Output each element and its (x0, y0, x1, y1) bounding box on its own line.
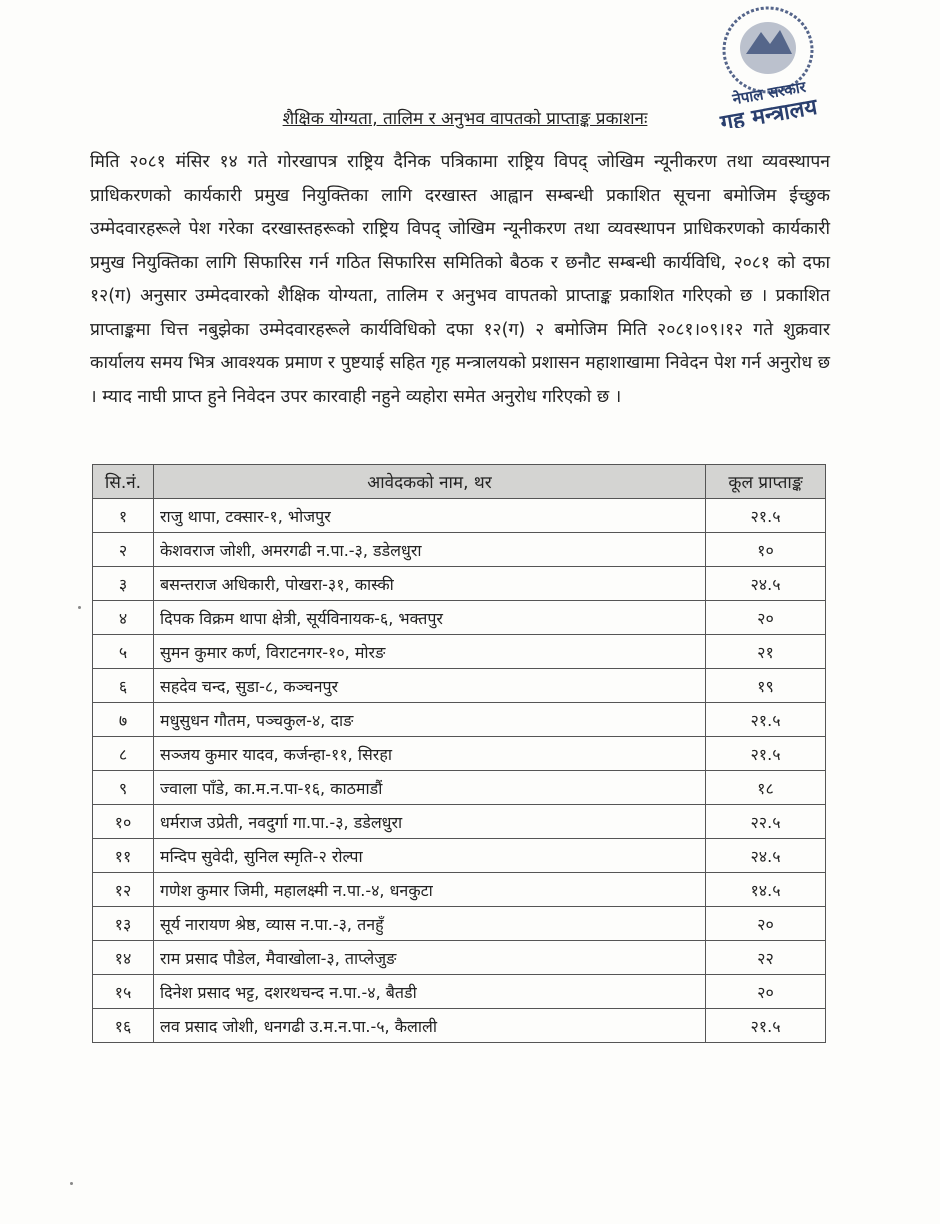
score-cell: २१ (705, 634, 826, 669)
table-row: ७ मधुसुधन गौतम, पञ्चकुल-४, दाङ २१.५ (92, 702, 826, 737)
score-cell: २४.५ (705, 838, 826, 873)
name-cell: सहदेव चन्द, सुडा-८, कञ्चनपुर (153, 668, 706, 703)
name-cell: लव प्रसाद जोशी, धनगढी उ.म.न.पा.-५, कैलाल… (153, 1008, 706, 1043)
table-row: ९ ज्वाला पाँडे, का.म.न.पा-१६, काठमाडौं १८ (92, 770, 826, 805)
name-cell: बसन्तराज अधिकारी, पोखरा-३१, कास्की (153, 566, 706, 601)
serial-cell: १५ (92, 974, 154, 1009)
score-cell: २० (705, 906, 826, 941)
serial-cell: १४ (92, 940, 154, 975)
score-cell: १० (705, 532, 826, 567)
score-cell: २१.५ (705, 736, 826, 771)
score-cell: २२.५ (705, 804, 826, 839)
table-row: ५ सुमन कुमार कर्ण, विराटनगर-१०, मोरङ २१ (92, 634, 826, 669)
scan-speck (78, 606, 81, 609)
serial-cell: ७ (92, 702, 154, 737)
name-cell: सुमन कुमार कर्ण, विराटनगर-१०, मोरङ (153, 634, 706, 669)
scan-speck (70, 1182, 73, 1185)
name-cell: दिनेश प्रसाद भट्ट, दशरथचन्द न.पा.-४, बैत… (153, 974, 706, 1009)
table-row: १५ दिनेश प्रसाद भट्ट, दशरथचन्द न.पा.-४, ब… (92, 974, 826, 1009)
serial-cell: १२ (92, 872, 154, 907)
table-row: ११ मन्दिप सुवेदी, सुनिल स्मृति-२ रोल्पा २४… (92, 838, 826, 873)
table-header-row: सि.नं. आवेदकको नाम, थर कूल प्राप्ताङ्क (92, 464, 826, 499)
serial-cell: १३ (92, 906, 154, 941)
score-cell: १९ (705, 668, 826, 703)
score-cell: २० (705, 600, 826, 635)
table-row: १४ राम प्रसाद पौडेल, मैवाखोला-३, ताप्लेजु… (92, 940, 826, 975)
name-cell: गणेश कुमार जिमी, महालक्ष्मी न.पा.-४, धनक… (153, 872, 706, 907)
serial-cell: ५ (92, 634, 154, 669)
notice-paragraph: मिति २०८१ मंसिर १४ गते गोरखापत्र राष्ट्र… (90, 152, 830, 407)
document-title: शैक्षिक योग्यता, तालिम र अनुभव वापतको प्… (180, 106, 750, 129)
table-row: १२ गणेश कुमार जिमी, महालक्ष्मी न.पा.-४, ध… (92, 872, 826, 907)
score-cell: १८ (705, 770, 826, 805)
table-row: १६ लव प्रसाद जोशी, धनगढी उ.म.न.पा.-५, कैल… (92, 1008, 826, 1043)
table-row: ३ बसन्तराज अधिकारी, पोखरा-३१, कास्की २४.५ (92, 566, 826, 601)
score-cell: २२ (705, 940, 826, 975)
header-serial: सि.नं. (92, 464, 154, 499)
score-cell: २४.५ (705, 566, 826, 601)
serial-cell: ११ (92, 838, 154, 873)
name-cell: ज्वाला पाँडे, का.म.न.पा-१६, काठमाडौं (153, 770, 706, 805)
serial-cell: २ (92, 532, 154, 567)
name-cell: केशवराज जोशी, अमरगढी न.पा.-३, डडेलधुरा (153, 532, 706, 567)
serial-cell: ८ (92, 736, 154, 771)
title-text: शैक्षिक योग्यता, तालिम र अनुभव वापतको प्… (282, 109, 648, 129)
header-score: कूल प्राप्ताङ्क (705, 464, 826, 499)
table-row: ६ सहदेव चन्द, सुडा-८, कञ्चनपुर १९ (92, 668, 826, 703)
serial-cell: ३ (92, 566, 154, 601)
serial-cell: ९ (92, 770, 154, 805)
name-cell: सूर्य नारायण श्रेष्ठ, व्यास न.पा.-३, तनह… (153, 906, 706, 941)
name-cell: धर्मराज उप्रेती, नवदुर्गा गा.पा.-३, डडेल… (153, 804, 706, 839)
serial-cell: ६ (92, 668, 154, 703)
score-cell: २१.५ (705, 1008, 826, 1043)
name-cell: दिपक विक्रम थापा क्षेत्री, सूर्यविनायक-६… (153, 600, 706, 635)
name-cell: सञ्जय कुमार यादव, कर्जन्हा-११, सिरहा (153, 736, 706, 771)
table-row: १ राजु थापा, टक्सार-१, भोजपुर २१.५ (92, 498, 826, 533)
table-row: १० धर्मराज उप्रेती, नवदुर्गा गा.पा.-३, डड… (92, 804, 826, 839)
table-row: ४ दिपक विक्रम थापा क्षेत्री, सूर्यविनायक-… (92, 600, 826, 635)
score-cell: २१.५ (705, 498, 826, 533)
header-name: आवेदकको नाम, थर (153, 464, 706, 499)
serial-cell: १६ (92, 1008, 154, 1043)
score-cell: २१.५ (705, 702, 826, 737)
serial-cell: ४ (92, 600, 154, 635)
score-cell: २० (705, 974, 826, 1009)
name-cell: मन्दिप सुवेदी, सुनिल स्मृति-२ रोल्पा (153, 838, 706, 873)
name-cell: राम प्रसाद पौडेल, मैवाखोला-३, ताप्लेजुङ (153, 940, 706, 975)
score-cell: १४.५ (705, 872, 826, 907)
table-row: २ केशवराज जोशी, अमरगढी न.पा.-३, डडेलधुरा १… (92, 532, 826, 567)
table-row: ८ सञ्जय कुमार यादव, कर्जन्हा-११, सिरहा २१.… (92, 736, 826, 771)
serial-cell: १० (92, 804, 154, 839)
name-cell: राजु थापा, टक्सार-१, भोजपुर (153, 498, 706, 533)
scores-table: सि.नं. आवेदकको नाम, थर कूल प्राप्ताङ्क १… (92, 464, 826, 1043)
name-cell: मधुसुधन गौतम, पञ्चकुल-४, दाङ (153, 702, 706, 737)
serial-cell: १ (92, 498, 154, 533)
table-row: १३ सूर्य नारायण श्रेष्ठ, व्यास न.पा.-३, त… (92, 906, 826, 941)
